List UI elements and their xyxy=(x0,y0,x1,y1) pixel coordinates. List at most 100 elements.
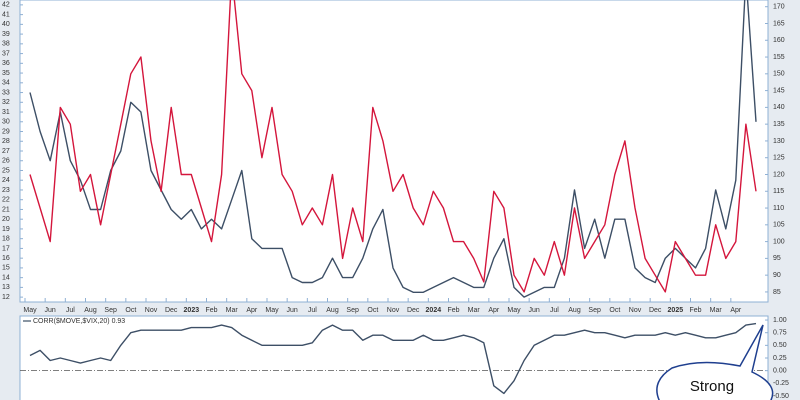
x-tick-label: Jul xyxy=(308,307,317,314)
y2-tick-label: 145 xyxy=(773,87,785,94)
y-tick-label: 40 xyxy=(2,21,10,28)
y2-tick-label: 170 xyxy=(773,4,785,11)
x-tick-label: Aug xyxy=(326,307,339,314)
y2-tick-label: 125 xyxy=(773,155,785,162)
y2-tick-label: 120 xyxy=(773,171,785,178)
y-tick-label: 26 xyxy=(2,158,10,165)
series-line xyxy=(29,322,757,395)
y2-tick-label: 100 xyxy=(773,238,785,245)
x-tick-label: Feb xyxy=(205,307,217,314)
x-tick-label: Sep xyxy=(346,307,359,314)
price-plot xyxy=(29,0,757,298)
y2-tick-label: 165 xyxy=(773,20,785,27)
y2-tick-label: 135 xyxy=(773,121,785,128)
x-tick-label: Apr xyxy=(246,307,258,314)
y-tick-label: 36 xyxy=(2,60,10,67)
y2-tick-label: 115 xyxy=(773,188,784,195)
y-tick-label: 37 xyxy=(2,50,10,57)
x-tick-label: Jun xyxy=(287,307,298,314)
y-tick-label: 34 xyxy=(2,80,10,87)
y-tick-label: 17 xyxy=(2,245,10,252)
y-tick-label: 22 xyxy=(2,197,10,204)
y-tick-label: 0.25 xyxy=(773,355,787,362)
y-tick-label: 0.75 xyxy=(773,330,787,337)
x-tick-label: Dec xyxy=(407,307,420,314)
x-tick-label: 2023 xyxy=(184,307,200,314)
x-tick-label: May xyxy=(265,307,279,314)
x-tick-label: May xyxy=(23,307,37,314)
y-tick-label: 18 xyxy=(2,236,10,243)
x-tick-label: Sep xyxy=(588,307,601,314)
x-tick-label: Feb xyxy=(689,307,701,314)
y-tick-label: 31 xyxy=(2,109,10,116)
x-tick-label: Jul xyxy=(550,307,559,314)
y-tick-label: 42 xyxy=(2,2,10,9)
y-tick-label: 12 xyxy=(2,294,10,301)
y-tick-label: 27 xyxy=(2,148,10,155)
x-tick-label: Apr xyxy=(488,307,500,314)
y2-tick-label: 155 xyxy=(773,54,785,61)
y-tick-label: 25 xyxy=(2,167,10,174)
y-tick-label: 0.00 xyxy=(773,367,787,374)
y-tick-label: 0.50 xyxy=(773,342,787,349)
x-tick-label: Nov xyxy=(145,307,158,314)
x-tick-label: Aug xyxy=(568,307,581,314)
x-tick-label: Jun xyxy=(529,307,540,314)
y2-tick-label: 160 xyxy=(773,37,785,44)
y2-tick-label: 105 xyxy=(773,222,785,229)
y-tick-label: 15 xyxy=(2,265,10,272)
x-tick-label: Nov xyxy=(387,307,400,314)
y-tick-label: 33 xyxy=(2,89,10,96)
y-tick-label: 35 xyxy=(2,70,10,77)
x-tick-label: Oct xyxy=(367,307,378,314)
legend-label: CORR($MOVE,$VIX,20) 0.93 xyxy=(33,318,125,325)
series-line xyxy=(29,0,757,293)
x-tick-label: Jul xyxy=(66,307,75,314)
x-tick-label: Sep xyxy=(104,307,117,314)
x-tick-label: Mar xyxy=(468,307,481,314)
y2-tick-label: 150 xyxy=(773,71,785,78)
x-tick-label: Jun xyxy=(45,307,56,314)
x-tick-label: Mar xyxy=(710,307,723,314)
y-tick-label: 19 xyxy=(2,226,10,233)
x-tick-label: Apr xyxy=(730,307,742,314)
x-tick-label: Feb xyxy=(447,307,459,314)
x-tick-label: Oct xyxy=(125,307,136,314)
x-tick-label: Mar xyxy=(226,307,239,314)
y-tick-label: 14 xyxy=(2,274,10,281)
x-tick-label: Nov xyxy=(629,307,642,314)
y-tick-label: 16 xyxy=(2,255,10,262)
x-tick-label: Aug xyxy=(84,307,97,314)
y2-tick-label: 95 xyxy=(773,255,781,262)
y2-tick-label: 110 xyxy=(773,205,784,212)
y-tick-label: -0.25 xyxy=(773,380,789,387)
y2-tick-label: 130 xyxy=(773,138,785,145)
axes: May Jun Jul Aug Sep Oct Nov Dec 2023 Feb Mar Apr May… xyxy=(2,2,789,400)
x-tick-label: Oct xyxy=(609,307,620,314)
y-tick-label: 30 xyxy=(2,119,10,126)
y-tick-label: 24 xyxy=(2,177,10,184)
y-tick-label: 23 xyxy=(2,187,10,194)
x-tick-label: 2024 xyxy=(426,307,442,314)
price-panel xyxy=(19,0,769,303)
y-tick-label: 39 xyxy=(2,31,10,38)
y2-tick-label: 85 xyxy=(773,289,781,296)
y-tick-label: 21 xyxy=(2,206,10,213)
y-tick-label: 29 xyxy=(2,128,10,135)
indicator-plot xyxy=(20,322,768,395)
callout-bubble xyxy=(656,324,774,400)
x-tick-label: 2025 xyxy=(668,307,684,314)
x-tick-label: Dec xyxy=(165,307,178,314)
series-line xyxy=(29,0,757,298)
y-tick-label: 28 xyxy=(2,138,10,145)
y-tick-label: 1.00 xyxy=(773,317,787,324)
y2-tick-label: 140 xyxy=(773,104,785,111)
indicator-panel xyxy=(19,315,769,400)
y-tick-label: 38 xyxy=(2,41,10,48)
x-tick-label: Dec xyxy=(649,307,662,314)
y2-tick-label: 90 xyxy=(773,272,781,279)
y-tick-label: 41 xyxy=(2,11,10,18)
y-tick-label: 13 xyxy=(2,284,10,291)
